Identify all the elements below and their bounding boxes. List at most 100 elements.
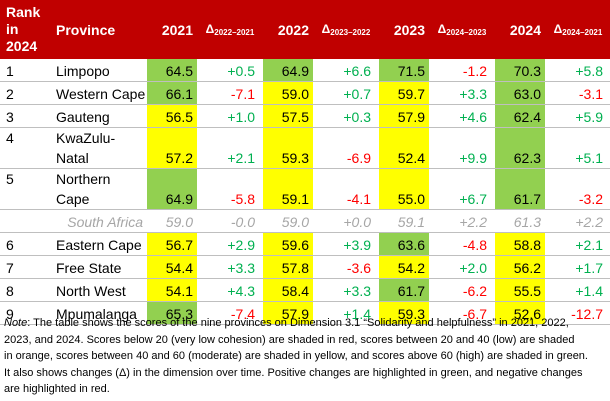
change-2024-2023-cell: +3.3	[429, 81, 495, 105]
score-2024-cell: 61.3	[495, 209, 545, 233]
change-2024-2023-cell: +6.7	[429, 168, 495, 210]
change-2024-2023-cell: -6.2	[429, 278, 495, 302]
score-2024-cell: 62.3	[495, 127, 545, 169]
score-2022-cell: 57.8	[263, 255, 313, 279]
header-change-2023-2022: Δ2023–2022	[321, 22, 371, 37]
score-2023-cell: 59.1	[379, 209, 429, 233]
table-body: 1 Limpopo 64.5 +0.5 64.9 +6.6 71.5 -1.2 …	[0, 59, 610, 325]
score-2021-cell: 64.9	[147, 168, 197, 210]
table-row: 8 North West 54.1 +4.3 58.4 +3.3 61.7 -6…	[0, 278, 610, 302]
note-label: Note	[4, 317, 28, 329]
change-2022-2021-cell: -0.0	[197, 209, 263, 233]
change-2023-2022-cell: -4.1	[313, 168, 379, 210]
rank-cell: 9	[0, 301, 50, 325]
header-change-2024-2021: Δ2024–2021	[553, 22, 603, 37]
score-2023-cell: 52.4	[379, 127, 429, 169]
note-line: Note: The table shows the scores of the …	[4, 317, 569, 329]
change-2023-2022-cell: +0.3	[313, 104, 379, 128]
province-cell: Limpopo	[50, 59, 147, 82]
note-line: It also shows changes (Δ) in the dimensi…	[4, 366, 583, 379]
change-2022-2021-cell: +2.1	[197, 127, 263, 169]
header-change-2022-2021: Δ2022–2021	[205, 22, 255, 37]
score-2021-cell: 66.1	[147, 81, 197, 105]
change-2024-2023-cell: +2.2	[429, 209, 495, 233]
province-cell: North West	[50, 278, 147, 302]
province-cell: Northern Cape	[50, 168, 147, 210]
change-2022-2021-cell: -7.1	[197, 81, 263, 105]
note-line: in orange, scores between 40 and 60 (mod…	[4, 350, 588, 362]
header-row: Rank in 2024 Province 2021 Δ2022–2021 20…	[0, 0, 610, 59]
table-row: 3 Gauteng 56.5 +1.0 57.5 +0.3 57.9 +4.6 …	[0, 104, 610, 128]
header-province: Province	[56, 21, 116, 38]
header-rank: Rank in 2024	[6, 4, 41, 54]
change-2022-2021-cell: +0.5	[197, 59, 263, 82]
score-2022-cell: 57.5	[263, 104, 313, 128]
change-2024-2023-cell: -4.8	[429, 232, 495, 256]
change-2024-2021-cell: +1.7	[545, 255, 610, 279]
score-2023-cell: 63.6	[379, 232, 429, 256]
change-2024-2021-cell: -3.1	[545, 81, 610, 105]
change-2024-2021-cell: +5.1	[545, 127, 610, 169]
score-2024-cell: 58.8	[495, 232, 545, 256]
score-2024-cell: 52.6	[495, 301, 545, 325]
change-2023-2022-cell: +6.6	[313, 59, 379, 82]
score-2022-cell: 57.9	[263, 301, 313, 325]
change-2024-2021-cell: +2.1	[545, 232, 610, 256]
change-2023-2022-cell: +0.0	[313, 209, 379, 233]
table-row: 9 Mpumalanga 65.3 -7.4 57.9 +1.4 59.3 -6…	[0, 301, 610, 325]
score-2022-cell: 59.0	[263, 209, 313, 233]
header-2021: 2021	[161, 21, 193, 38]
table-row: 5 Northern Cape 64.9 -5.8 59.1 -4.1 55.0 …	[0, 168, 610, 210]
score-2021-cell: 54.4	[147, 255, 197, 279]
change-2024-2023-cell: -6.7	[429, 301, 495, 325]
change-2022-2021-cell: +1.0	[197, 104, 263, 128]
change-2024-2023-cell: -1.2	[429, 59, 495, 82]
score-2023-cell: 59.7	[379, 81, 429, 105]
table-row: 4 KwaZulu- Natal 57.2 +2.1 59.3 -6.9 52.4…	[0, 127, 610, 169]
change-2022-2021-cell: -7.4	[197, 301, 263, 325]
rank-cell: 1	[0, 59, 50, 82]
score-2021-cell: 64.5	[147, 59, 197, 82]
score-2023-cell: 71.5	[379, 59, 429, 82]
province-cell: Free State	[50, 255, 147, 279]
score-2021-cell: 56.7	[147, 232, 197, 256]
header-2022: 2022	[277, 21, 309, 38]
header-change-2024-2023: Δ2024–2023	[437, 22, 487, 37]
change-2024-2021-cell: +1.4	[545, 278, 610, 302]
table-row: 6 Eastern Cape 56.7 +2.9 59.6 +3.9 63.6 …	[0, 232, 610, 256]
note-line: 2023, and 2024. Scores below 20 (very lo…	[4, 333, 575, 346]
table-row: 7 Free State 54.4 +3.3 57.8 -3.6 54.2 +2…	[0, 255, 610, 279]
change-2023-2022-cell: -3.6	[313, 255, 379, 279]
header-2024: 2024	[509, 21, 541, 38]
rank-cell: 2	[0, 81, 50, 105]
change-2024-2021-cell: -12.7	[545, 301, 610, 325]
province-cell: Gauteng	[50, 104, 147, 128]
score-2023-cell: 59.3	[379, 301, 429, 325]
national-average-row: South Africa 59.0 -0.0 59.0 +0.0 59.1 +2…	[0, 209, 610, 233]
province-scores-table: Rank in 2024 Province 2021 Δ2022–2021 20…	[0, 0, 610, 325]
score-2021-cell: 59.0	[147, 209, 197, 233]
change-2024-2021-cell: -3.2	[545, 168, 610, 210]
province-cell: KwaZulu- Natal	[50, 127, 147, 169]
score-2022-cell: 59.6	[263, 232, 313, 256]
province-cell: Mpumalanga	[50, 301, 147, 325]
rank-cell: 7	[0, 255, 50, 279]
change-2023-2022-cell: +3.9	[313, 232, 379, 256]
province-cell: Western Cape	[50, 81, 147, 105]
province-cell: Eastern Cape	[50, 232, 147, 256]
score-2021-cell: 65.3	[147, 301, 197, 325]
score-2021-cell: 54.1	[147, 278, 197, 302]
country-cell: South Africa	[50, 209, 147, 233]
rank-cell: 4	[0, 127, 50, 169]
score-2024-cell: 61.7	[495, 168, 545, 210]
score-2024-cell: 55.5	[495, 278, 545, 302]
change-2022-2021-cell: +2.9	[197, 232, 263, 256]
change-2024-2023-cell: +2.0	[429, 255, 495, 279]
score-2023-cell: 61.7	[379, 278, 429, 302]
score-2022-cell: 59.0	[263, 81, 313, 105]
change-2023-2022-cell: +3.3	[313, 278, 379, 302]
note-line: are highlighted in red.	[4, 383, 110, 395]
table-row: 1 Limpopo 64.5 +0.5 64.9 +6.6 71.5 -1.2 …	[0, 59, 610, 82]
change-2022-2021-cell: +4.3	[197, 278, 263, 302]
